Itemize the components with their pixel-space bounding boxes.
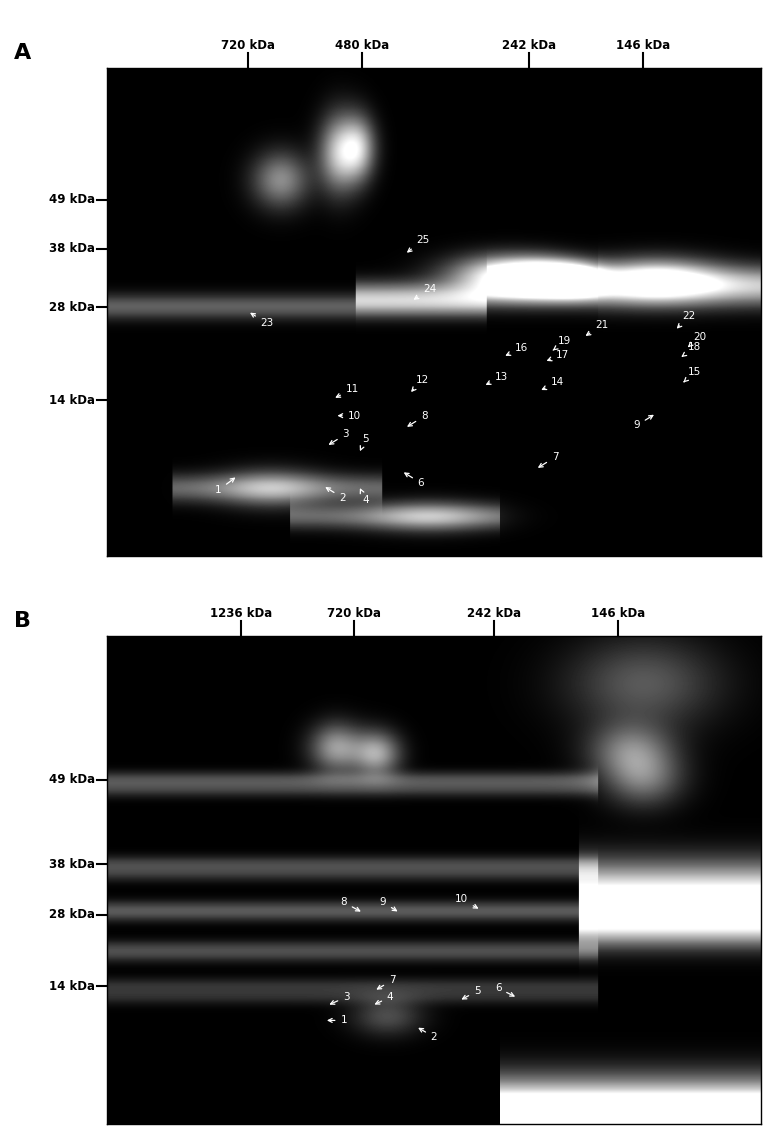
Text: 146 kDa: 146 kDa — [591, 607, 646, 620]
Text: 25: 25 — [408, 235, 429, 252]
Text: 23: 23 — [251, 314, 274, 329]
Text: 146 kDa: 146 kDa — [616, 40, 670, 52]
Text: 14 kDa: 14 kDa — [50, 393, 95, 407]
Text: 242 kDa: 242 kDa — [501, 40, 556, 52]
Text: 28 kDa: 28 kDa — [50, 300, 95, 314]
Text: 8: 8 — [408, 411, 428, 426]
Text: 1: 1 — [215, 478, 234, 495]
Text: 3: 3 — [329, 429, 349, 444]
Text: 10: 10 — [339, 410, 360, 420]
Text: 5: 5 — [463, 986, 480, 999]
Text: 6: 6 — [494, 983, 514, 996]
Text: 5: 5 — [360, 434, 369, 450]
Text: 15: 15 — [684, 367, 701, 382]
Text: 2: 2 — [419, 1029, 437, 1042]
Text: 21: 21 — [587, 321, 608, 335]
Text: 49 kDa: 49 kDa — [49, 194, 95, 206]
Text: 9: 9 — [633, 416, 653, 431]
Text: 14 kDa: 14 kDa — [50, 980, 95, 993]
Text: 38 kDa: 38 kDa — [50, 242, 95, 255]
Text: 20: 20 — [689, 332, 706, 347]
Text: 10: 10 — [455, 894, 477, 908]
Text: 11: 11 — [336, 384, 359, 398]
Text: 1: 1 — [329, 1015, 347, 1025]
Text: 480 kDa: 480 kDa — [335, 40, 389, 52]
Text: 24: 24 — [415, 284, 436, 299]
Text: 49 kDa: 49 kDa — [49, 773, 95, 786]
Text: 38 kDa: 38 kDa — [50, 858, 95, 870]
Text: 16: 16 — [506, 343, 528, 356]
Text: 242 kDa: 242 kDa — [467, 607, 522, 620]
Text: 18: 18 — [682, 342, 701, 357]
Text: 1236 kDa: 1236 kDa — [210, 607, 272, 620]
Text: 13: 13 — [487, 372, 508, 384]
Text: 3: 3 — [331, 993, 350, 1004]
Text: 7: 7 — [377, 976, 395, 989]
Text: A: A — [14, 43, 31, 63]
Text: 9: 9 — [380, 897, 397, 911]
Text: 2: 2 — [326, 487, 346, 503]
Text: 8: 8 — [340, 897, 360, 911]
Text: 22: 22 — [677, 312, 696, 327]
Text: 12: 12 — [412, 375, 429, 391]
Text: 720 kDa: 720 kDa — [221, 40, 274, 52]
Text: 720 kDa: 720 kDa — [327, 607, 381, 620]
Text: 28 kDa: 28 kDa — [50, 909, 95, 921]
Text: 6: 6 — [405, 474, 424, 488]
Text: 7: 7 — [539, 452, 558, 467]
Text: 19: 19 — [553, 337, 571, 350]
Text: 17: 17 — [548, 350, 569, 360]
Text: 4: 4 — [376, 993, 394, 1004]
Text: B: B — [14, 611, 31, 631]
Text: 14: 14 — [542, 377, 563, 390]
Text: 4: 4 — [360, 489, 369, 505]
